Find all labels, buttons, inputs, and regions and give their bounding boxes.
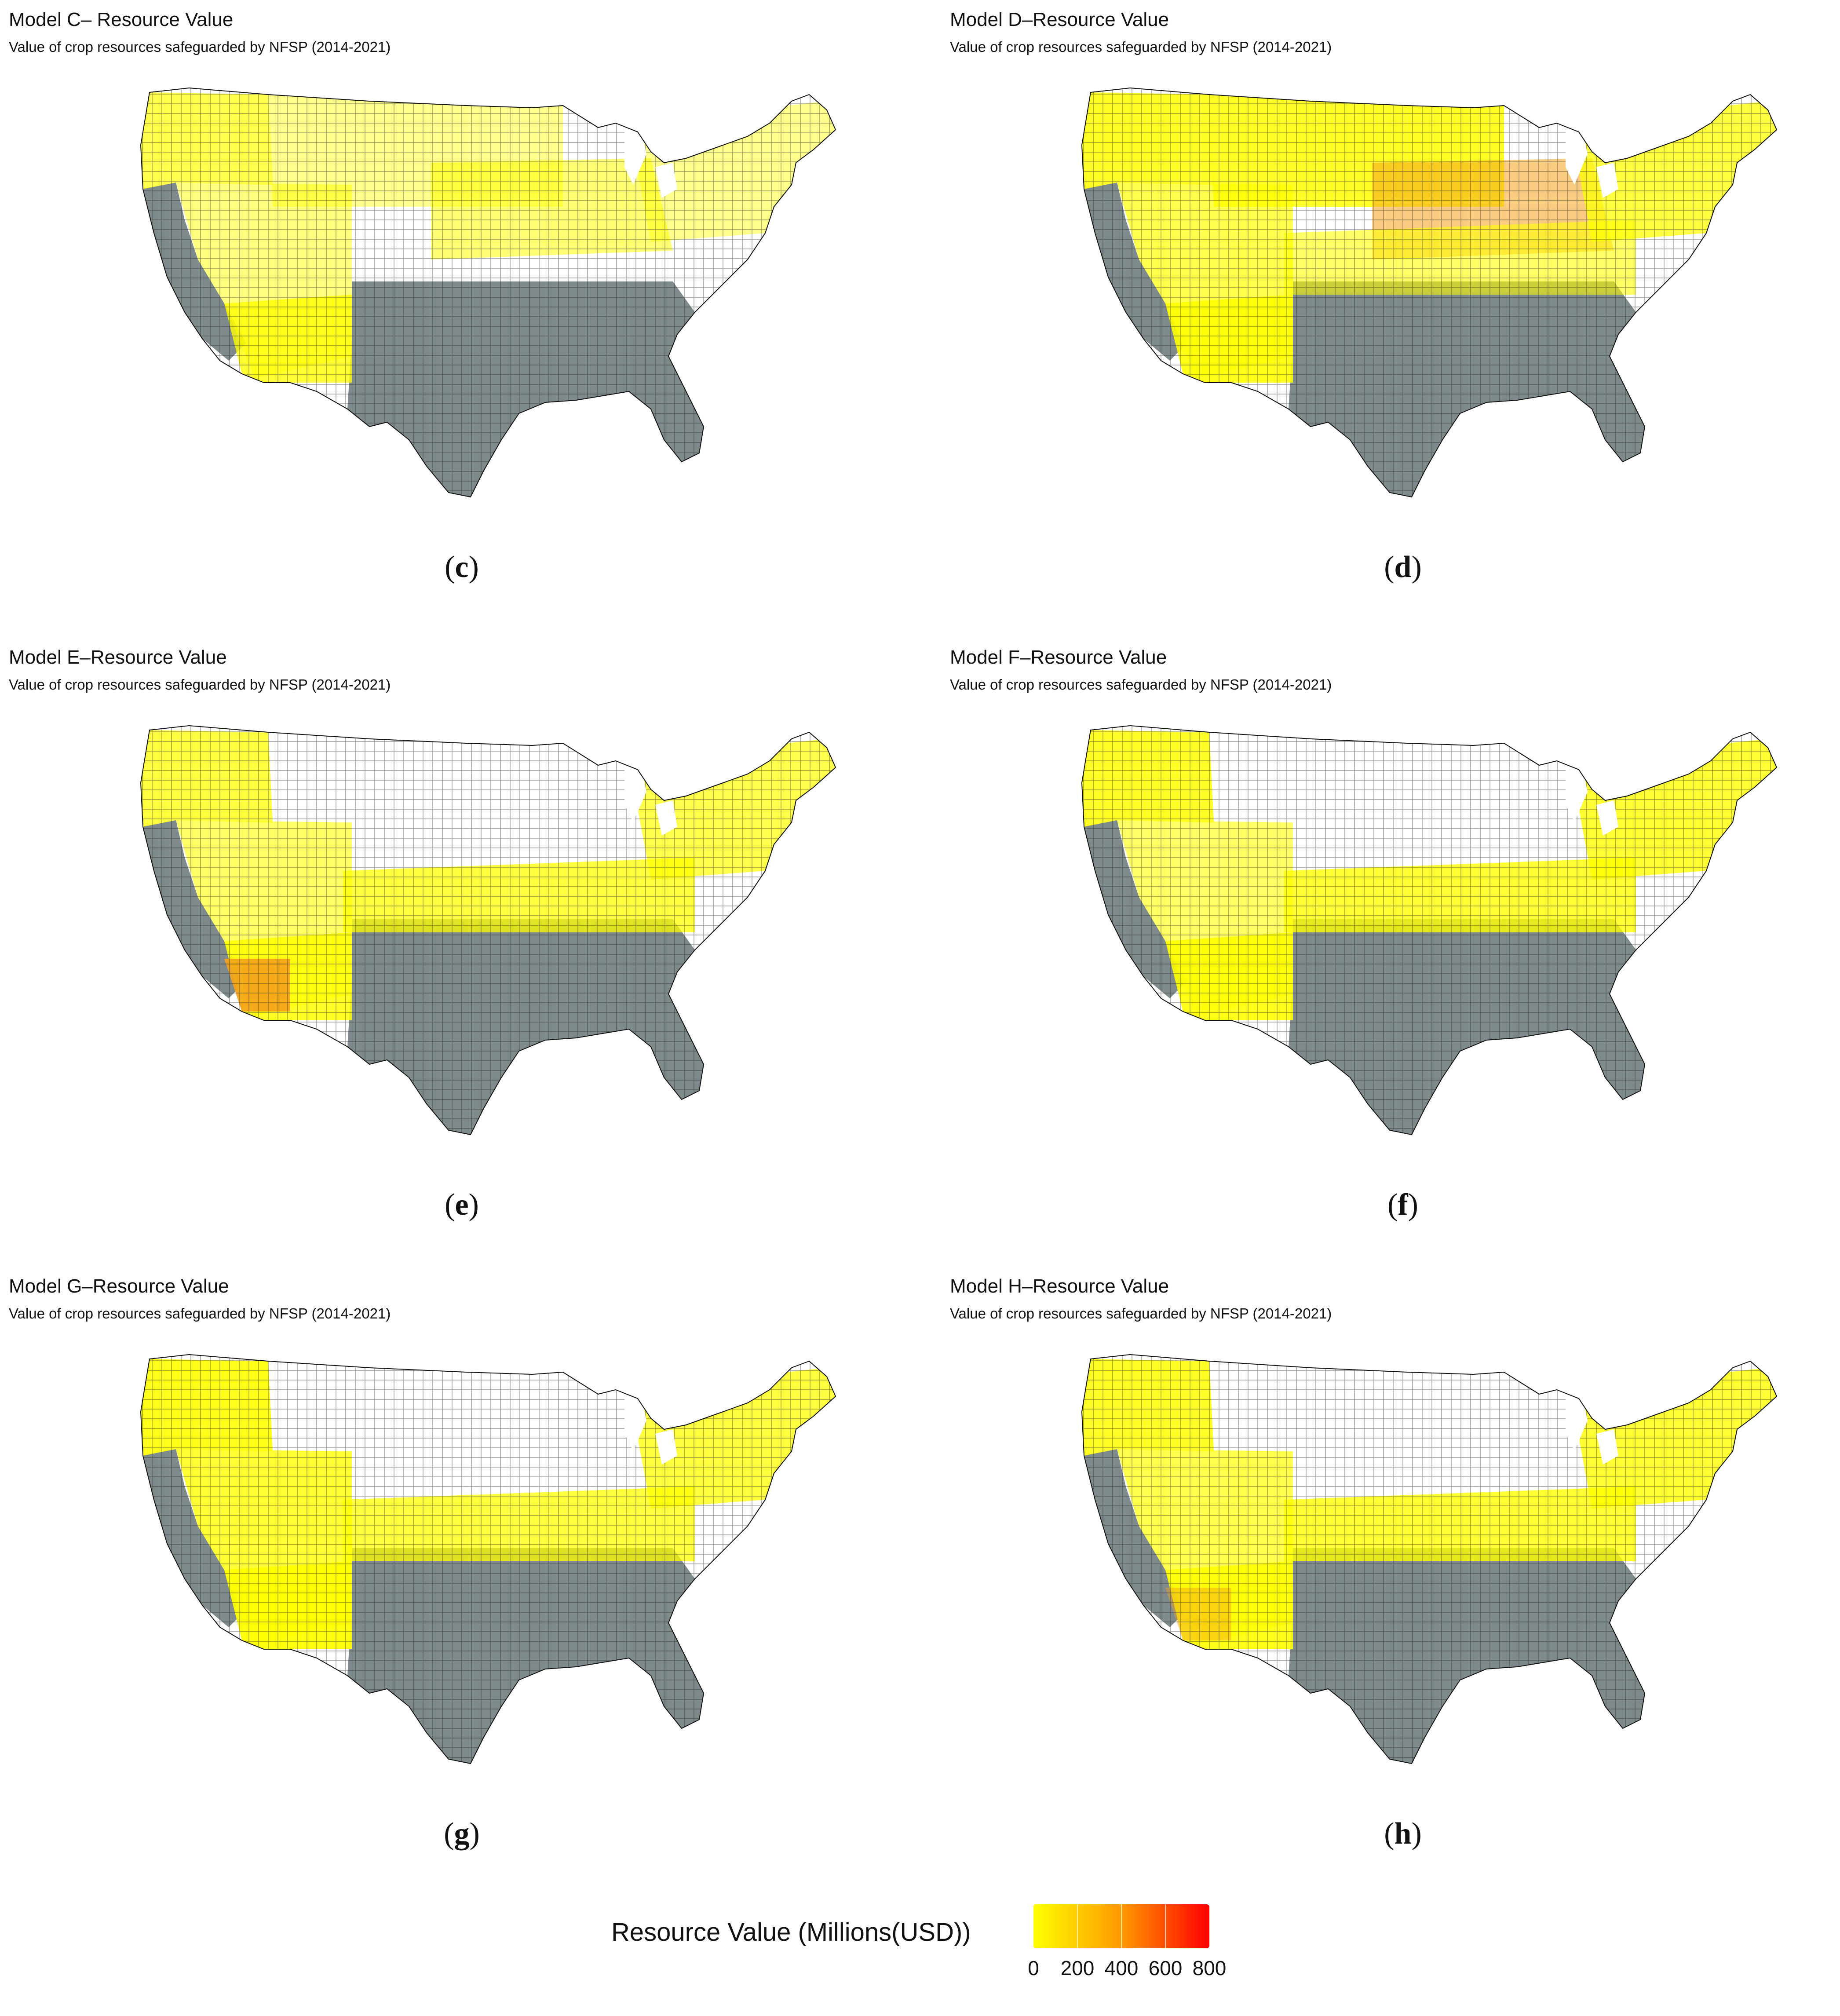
- map-panel-e: Model E–Resource Value Value of crop reso…: [9, 646, 915, 1262]
- region-pnw: [141, 1359, 273, 1456]
- legend-tick-label: 400: [1104, 1957, 1139, 1979]
- legend-color-bar: [1033, 1904, 1209, 1948]
- region-arizona: [224, 959, 290, 1012]
- legend-tick-label: 200: [1060, 1957, 1095, 1979]
- great-lakes: [624, 761, 677, 836]
- region-arizona: [1165, 1588, 1231, 1640]
- us-county-map: [140, 1354, 836, 1764]
- panel-label: (h): [1384, 1817, 1422, 1851]
- us-county-map: [1081, 87, 1778, 498]
- region-midSouth: [1284, 220, 1636, 295]
- great-lakes: [624, 123, 677, 198]
- panel-title: Model D–Resource Value: [950, 9, 1169, 30]
- region-pnw: [141, 92, 273, 189]
- region-southwest: [1165, 295, 1293, 383]
- region-midSouth: [343, 1486, 695, 1561]
- map-panel-d: Model D–Resource Value Value of crop reso…: [950, 9, 1840, 625]
- panel-title: Model E–Resource Value: [9, 646, 227, 668]
- region-southwest: [224, 1561, 352, 1649]
- map-panel-h: Model H–Resource Value Value of crop reso…: [950, 1275, 1840, 1891]
- map-panel-f: Model F–Resource Value Value of crop reso…: [950, 646, 1840, 1262]
- us-county-map: [1081, 725, 1778, 1136]
- panel-title: Model H–Resource Value: [950, 1275, 1169, 1297]
- great-lakes: [1566, 761, 1618, 836]
- great-lakes: [624, 1390, 677, 1465]
- region-south: [1289, 919, 1645, 1135]
- region-pnw: [141, 730, 273, 827]
- panel-subtitle: Value of crop resources safeguarded by N…: [9, 1305, 391, 1322]
- panel-title: Model F–Resource Value: [950, 646, 1167, 668]
- region-pnw: [1082, 92, 1214, 189]
- map-panel-c: Model C– Resource Value Value of crop res…: [9, 9, 915, 625]
- panel-label: (f): [1387, 1188, 1418, 1222]
- region-southwest: [1165, 932, 1293, 1020]
- us-county-map: [140, 725, 836, 1136]
- panel-title: Model G–Resource Value: [9, 1275, 229, 1297]
- legend-tick-label: 600: [1148, 1957, 1183, 1979]
- panel-label: (d): [1384, 550, 1422, 584]
- region-corn: [431, 158, 673, 259]
- panel-subtitle: Value of crop resources safeguarded by N…: [950, 1305, 1332, 1322]
- legend-tick-label: 800: [1192, 1957, 1227, 1979]
- region-south: [347, 919, 704, 1135]
- region-midSouth: [343, 858, 695, 932]
- panel-label: (e): [445, 1188, 479, 1222]
- great-lakes: [1566, 123, 1618, 198]
- region-pnw: [1082, 1359, 1214, 1456]
- region-pnw: [1082, 730, 1214, 827]
- map-panel-g: Model G–Resource Value Value of crop reso…: [9, 1275, 915, 1891]
- region-midSouth: [1284, 858, 1636, 932]
- legend-title: Resource Value (Millions(USD)): [611, 1918, 971, 1947]
- panel-label: (c): [445, 550, 479, 584]
- legend-tick-label: 0: [1028, 1957, 1039, 1979]
- panel-label: (g): [444, 1817, 480, 1851]
- panel-subtitle: Value of crop resources safeguarded by N…: [9, 39, 391, 55]
- panel-subtitle: Value of crop resources safeguarded by N…: [950, 39, 1332, 55]
- region-southwest: [224, 295, 352, 383]
- region-south: [347, 1548, 704, 1764]
- great-lakes: [1566, 1390, 1618, 1465]
- us-county-map: [140, 87, 836, 498]
- region-south: [1289, 1548, 1645, 1764]
- region-south: [347, 281, 704, 497]
- panel-subtitle: Value of crop resources safeguarded by N…: [9, 676, 391, 693]
- region-south: [1289, 281, 1645, 497]
- panel-title: Model C– Resource Value: [9, 9, 234, 30]
- panel-subtitle: Value of crop resources safeguarded by N…: [950, 676, 1332, 693]
- legend: Resource Value (Millions(USD)) 0 200 400 60…: [611, 1904, 1271, 2016]
- us-county-map: [1081, 1354, 1778, 1764]
- region-midSouth: [1284, 1486, 1636, 1561]
